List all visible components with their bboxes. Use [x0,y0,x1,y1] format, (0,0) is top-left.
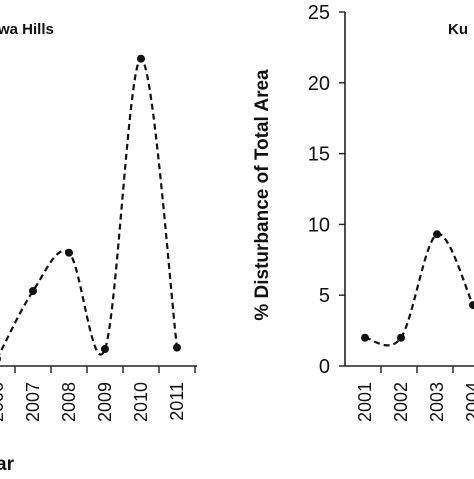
right-y-tick-label: 5 [319,285,330,307]
left-chart-panel: wa Hills 2006 2007 2008 2009 2010 2011 ar [0,21,197,475]
right-series-line [364,233,474,347]
right-data-point [397,333,405,342]
right-x-tick-labels: 2001 2002 2003 2004 [355,382,474,422]
left-series-points [0,54,181,362]
left-x-tick-label: 2009 [95,382,115,422]
left-x-tick-label: 2007 [23,382,43,422]
right-y-tick-label: 25 [308,2,330,24]
right-chart-panel: Ku 0 5 10 15 20 25 2001 2002 2003 2004 % Disturb… [252,2,474,422]
right-series-points [361,230,474,342]
left-x-ticks [14,366,196,373]
right-y-tick-label: 10 [308,214,330,236]
right-x-ticks [380,366,454,373]
right-x-tick-label: 2003 [427,382,447,422]
right-y-tick-label: 15 [308,144,330,166]
right-x-tick-label: 2004 [463,382,474,422]
left-x-tick-label: 2008 [59,382,79,422]
right-data-point [469,301,474,310]
right-data-point [433,230,441,239]
left-data-point [101,345,109,353]
right-data-point [361,333,369,342]
right-y-tick-label: 0 [319,356,330,378]
left-chart-title: wa Hills [0,21,54,38]
right-y-tick-label: 20 [308,73,330,95]
right-y-ticks [339,11,345,367]
right-x-tick-label: 2002 [391,382,411,422]
left-data-point [0,356,1,362]
left-data-point [173,343,181,352]
left-x-tick-labels: 2006 2007 2008 2009 2010 2011 [0,382,187,422]
right-y-tick-labels: 0 5 10 15 20 25 [308,2,330,378]
left-data-point [29,287,37,295]
left-data-point [137,54,145,63]
right-x-tick-label: 2001 [355,382,375,422]
left-series-line [0,57,179,356]
left-data-point [65,248,73,257]
left-x-tick-label: 2006 [0,382,7,422]
right-chart-title: Ku [448,21,468,38]
left-x-tick-label: 2010 [131,382,151,422]
left-x-tick-label: 2011 [167,382,187,421]
right-y-axis-label: % Disturbance of Total Area [252,69,273,321]
left-x-axis-label: ar [0,454,15,474]
